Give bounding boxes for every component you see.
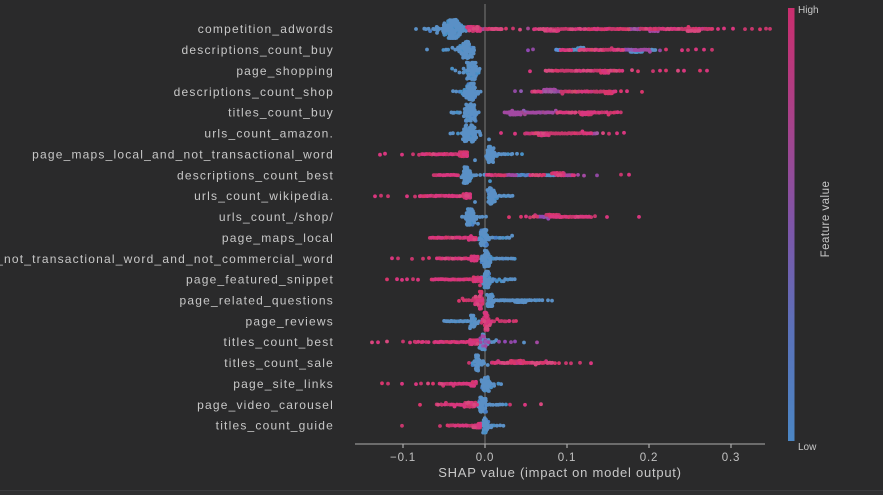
- svg-text:Low: Low: [798, 442, 817, 453]
- svg-text:0.1: 0.1: [558, 452, 576, 464]
- svg-text:descriptions_count_buy: descriptions_count_buy: [182, 43, 334, 57]
- svg-text:page_maps_local_and_not_transa: page_maps_local_and_not_transactional_wo…: [32, 147, 334, 161]
- svg-text:−0.1: −0.1: [390, 452, 416, 464]
- svg-text:0.3: 0.3: [722, 452, 740, 464]
- svg-text:page_featured_snippet: page_featured_snippet: [186, 273, 334, 287]
- svg-text:Feature value: Feature value: [820, 181, 832, 258]
- svg-text:SHAP value (impact on model ou: SHAP value (impact on model output): [438, 465, 682, 480]
- svg-text:page_video_carousel: page_video_carousel: [197, 398, 334, 412]
- svg-text:0.2: 0.2: [640, 452, 658, 464]
- svg-text:titles_count_best: titles_count_best: [224, 335, 334, 349]
- svg-text:titles_count_guide: titles_count_guide: [216, 419, 334, 433]
- svg-text:High: High: [798, 5, 819, 16]
- svg-text:descriptions_count_shop: descriptions_count_shop: [174, 85, 334, 99]
- svg-text:page_maps_local: page_maps_local: [222, 231, 334, 245]
- svg-text:page_site_links: page_site_links: [233, 377, 334, 391]
- svg-text:page_shopping: page_shopping: [236, 64, 334, 78]
- svg-text:competition_adwords: competition_adwords: [198, 22, 334, 36]
- svg-text:urls_count_/shop/: urls_count_/shop/: [219, 210, 334, 224]
- svg-text:descriptions_count_best: descriptions_count_best: [177, 168, 334, 182]
- svg-text:page_reviews: page_reviews: [246, 314, 334, 328]
- svg-text:titles_count_buy: titles_count_buy: [228, 106, 334, 120]
- svg-text:urls_count_amazon.: urls_count_amazon.: [204, 127, 334, 141]
- svg-text:titles_count_sale: titles_count_sale: [224, 356, 334, 370]
- svg-text:page_related_questions: page_related_questions: [179, 294, 334, 308]
- svg-text:urls_count_wikipedia.: urls_count_wikipedia.: [194, 189, 334, 203]
- svg-text:0.0: 0.0: [476, 452, 494, 464]
- svg-text:page_maps_local_and_not_transa: page_maps_local_and_not_transactional_wo…: [0, 252, 334, 266]
